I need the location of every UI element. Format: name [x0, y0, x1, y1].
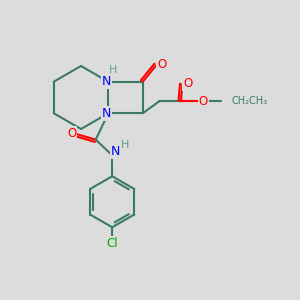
Text: Cl: Cl [106, 237, 118, 250]
Text: O: O [199, 95, 208, 108]
Text: N: N [111, 145, 121, 158]
Text: N: N [102, 107, 112, 120]
Text: O: O [67, 127, 76, 140]
Text: O: O [183, 77, 192, 90]
Text: H: H [109, 65, 117, 75]
Text: H: H [121, 140, 129, 150]
Text: CH₂CH₃: CH₂CH₃ [232, 96, 268, 106]
Text: O: O [157, 58, 166, 71]
Text: N: N [102, 75, 112, 88]
